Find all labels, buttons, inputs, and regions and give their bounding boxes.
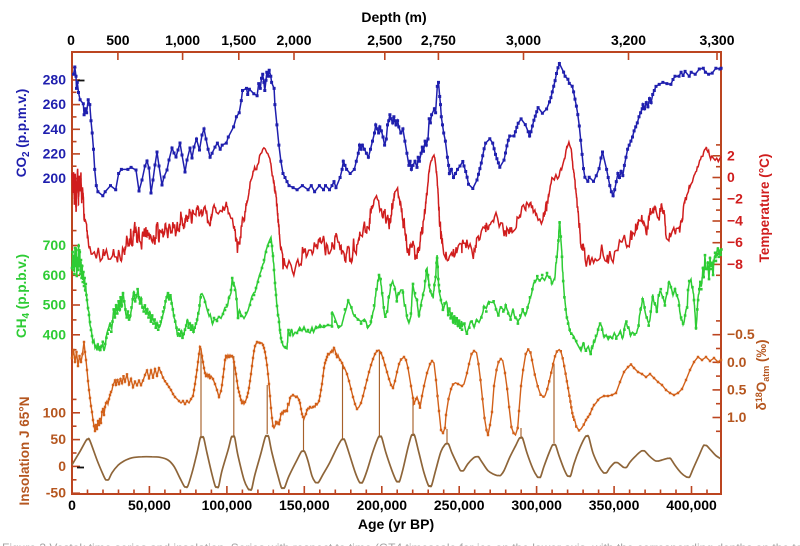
svg-text:−6: −6 bbox=[727, 234, 743, 250]
svg-text:−4: −4 bbox=[727, 212, 743, 228]
svg-text:250,000: 250,000 bbox=[434, 497, 485, 513]
svg-text:Depth (m): Depth (m) bbox=[361, 9, 426, 25]
svg-text:3,200: 3,200 bbox=[611, 32, 646, 48]
svg-text:Insolation J 65°N: Insolation J 65°N bbox=[17, 397, 32, 506]
svg-text:−2: −2 bbox=[727, 191, 743, 207]
svg-text:3,000: 3,000 bbox=[506, 32, 541, 48]
svg-text:Age (yr BP): Age (yr BP) bbox=[358, 516, 434, 532]
svg-text:200,000: 200,000 bbox=[356, 497, 407, 513]
svg-text:−8: −8 bbox=[727, 256, 743, 272]
svg-text:0.5: 0.5 bbox=[727, 381, 747, 397]
svg-text:150,000: 150,000 bbox=[279, 497, 330, 513]
svg-text:0: 0 bbox=[58, 458, 66, 474]
svg-text:-50: -50 bbox=[46, 485, 66, 501]
svg-text:280: 280 bbox=[43, 72, 67, 88]
svg-text:Temperature (°C): Temperature (°C) bbox=[757, 154, 772, 263]
svg-text:1,500: 1,500 bbox=[221, 32, 256, 48]
svg-text:260: 260 bbox=[43, 96, 67, 112]
svg-text:50,000: 50,000 bbox=[128, 497, 171, 513]
svg-text:500: 500 bbox=[43, 297, 67, 313]
svg-text:2,750: 2,750 bbox=[421, 32, 456, 48]
svg-text:600: 600 bbox=[43, 267, 67, 283]
svg-text:1,000: 1,000 bbox=[165, 32, 200, 48]
svg-text:2,000: 2,000 bbox=[276, 32, 311, 48]
svg-text:240: 240 bbox=[43, 121, 67, 137]
svg-text:50: 50 bbox=[50, 431, 66, 447]
svg-text:100: 100 bbox=[43, 404, 67, 420]
svg-text:220: 220 bbox=[43, 145, 67, 161]
svg-text:400,000: 400,000 bbox=[666, 497, 717, 513]
svg-text:200: 200 bbox=[43, 170, 67, 186]
svg-text:2,500: 2,500 bbox=[367, 32, 402, 48]
svg-text:350,000: 350,000 bbox=[589, 497, 640, 513]
svg-text:1.0: 1.0 bbox=[727, 409, 747, 425]
svg-text:0: 0 bbox=[68, 497, 76, 513]
svg-text:0: 0 bbox=[727, 169, 735, 185]
svg-text:δ18Oatm (‰): δ18Oatm (‰) bbox=[754, 340, 771, 411]
svg-text:100,000: 100,000 bbox=[202, 497, 253, 513]
svg-text:0.0: 0.0 bbox=[727, 354, 747, 370]
svg-text:300,000: 300,000 bbox=[511, 497, 562, 513]
svg-text:400: 400 bbox=[43, 326, 67, 342]
svg-text:−0.5: −0.5 bbox=[727, 326, 755, 342]
svg-text:2: 2 bbox=[727, 147, 735, 163]
svg-text:0: 0 bbox=[67, 32, 75, 48]
svg-text:3,300: 3,300 bbox=[699, 32, 734, 48]
svg-text:500: 500 bbox=[106, 32, 130, 48]
svg-text:700: 700 bbox=[43, 237, 67, 253]
